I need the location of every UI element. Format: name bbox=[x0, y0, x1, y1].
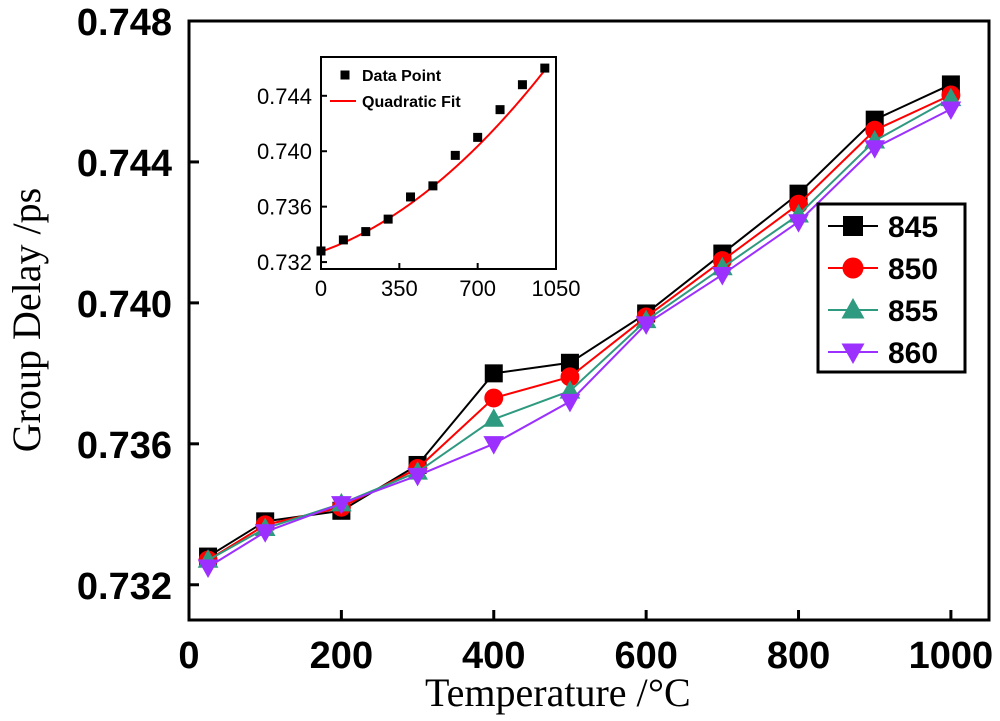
inset-y-tick-label: 0.740 bbox=[257, 139, 312, 164]
data-point-855 bbox=[483, 408, 505, 427]
inset-data-point bbox=[428, 181, 438, 191]
inset-y-axis: 0.732 0.736 0.740 0.744 bbox=[257, 84, 327, 275]
legend-marker-845 bbox=[843, 216, 863, 236]
inset-data-point bbox=[517, 80, 527, 90]
data-point-860 bbox=[864, 140, 886, 159]
inset-x-tick-label: 1050 bbox=[532, 276, 581, 301]
main-x-tick-label: 200 bbox=[310, 635, 373, 677]
inset-data-point bbox=[383, 214, 393, 224]
inset-x-tick-label: 700 bbox=[459, 276, 496, 301]
main-series bbox=[197, 75, 962, 578]
inset-legend-label-quadratic-fit: Quadratic Fit bbox=[362, 94, 461, 111]
legend-marker-860 bbox=[841, 343, 865, 364]
inset-data-point bbox=[316, 246, 326, 256]
inset-data-point bbox=[361, 227, 371, 237]
inset-legend: Data Point Quadratic Fit bbox=[330, 68, 461, 111]
inset-y-tick-label: 0.736 bbox=[257, 195, 312, 220]
inset-x-tick-label: 350 bbox=[381, 276, 418, 301]
main-y-tick-label: 0.748 bbox=[77, 2, 172, 44]
data-point-860 bbox=[331, 496, 352, 515]
inset-data-point bbox=[338, 235, 348, 245]
legend-label-850: 850 bbox=[888, 253, 938, 286]
data-point-845 bbox=[560, 353, 579, 372]
inset-y-tick-label: 0.744 bbox=[257, 84, 312, 109]
main-y-tick-label: 0.732 bbox=[77, 566, 172, 608]
main-y-tick-label: 0.744 bbox=[77, 143, 172, 185]
data-point-860 bbox=[711, 267, 733, 286]
main-y-tick-label: 0.740 bbox=[77, 284, 172, 326]
legend-marker-855 bbox=[841, 298, 865, 319]
data-point-860 bbox=[254, 524, 276, 543]
main-y-axis: 0.732 0.736 0.740 0.744 0.748 bbox=[77, 2, 199, 608]
inset-x-axis: 0 350 700 1050 bbox=[315, 263, 581, 301]
main-x-axis: 0 200 400 600 800 1000 bbox=[178, 610, 993, 677]
main-legend-box bbox=[816, 202, 967, 374]
main-x-tick-label: 400 bbox=[462, 635, 525, 677]
inset-series bbox=[316, 63, 550, 256]
legend-label-855: 855 bbox=[888, 295, 938, 328]
inset-plot: 0 350 700 1050 0.732 0.736 0.740 0.744 Data Po… bbox=[257, 56, 581, 301]
inset-legend-marker-data-point bbox=[340, 70, 350, 80]
y-axis-title: Group Delay /ps bbox=[4, 188, 49, 452]
data-point-860 bbox=[559, 393, 581, 413]
main-x-tick-label: 600 bbox=[614, 635, 677, 677]
data-point-860 bbox=[788, 214, 809, 233]
inset-data-point bbox=[495, 105, 505, 115]
data-point-860 bbox=[635, 316, 657, 335]
data-point-850 bbox=[484, 388, 504, 408]
inset-x-tick-label: 0 bbox=[315, 276, 327, 301]
data-point-860 bbox=[407, 467, 428, 487]
inset-data-point bbox=[473, 132, 483, 142]
legend-label-845: 845 bbox=[888, 211, 938, 244]
x-axis-unit: °C bbox=[648, 670, 691, 715]
data-point-850 bbox=[560, 367, 580, 387]
main-x-tick-label: 800 bbox=[767, 635, 830, 677]
legend-label-860: 860 bbox=[888, 337, 938, 370]
legend-marker-850 bbox=[842, 257, 864, 279]
data-point-860 bbox=[483, 436, 505, 455]
inset-data-point bbox=[450, 150, 460, 160]
main-plot-frame bbox=[187, 19, 991, 622]
data-point-860 bbox=[940, 101, 962, 120]
data-point-860 bbox=[197, 559, 219, 578]
main-legend: 845 850 855 860 bbox=[816, 202, 967, 374]
inset-legend-label-data-point: Data Point bbox=[362, 68, 442, 85]
data-point-845 bbox=[484, 364, 503, 383]
main-plot: 0 200 400 600 800 1000 0.7320.7360.7400.7440.… bbox=[4, 2, 993, 715]
x-axis-title: Temperature / bbox=[425, 670, 649, 715]
inset-y-tick-label: 0.732 bbox=[257, 250, 312, 275]
main-x-tick-label: 1000 bbox=[909, 635, 994, 677]
inset-data-point bbox=[540, 63, 550, 73]
main-x-tick-label: 0 bbox=[178, 635, 199, 677]
inset-data-point bbox=[406, 192, 416, 202]
main-y-tick-label: 0.736 bbox=[77, 425, 172, 467]
